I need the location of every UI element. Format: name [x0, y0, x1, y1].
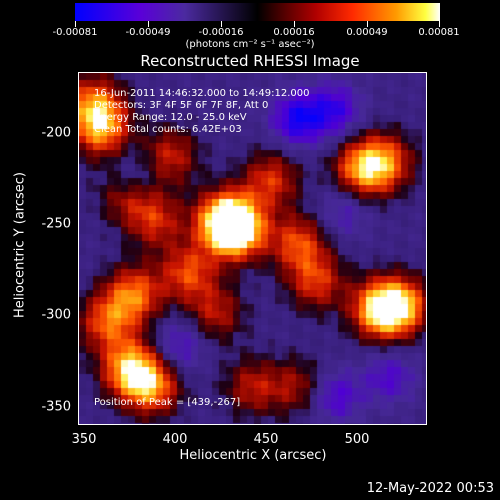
colorbar-tick-label: -0.00081	[52, 27, 98, 38]
x-tick-label: 400	[162, 432, 188, 447]
colorbar-tickmark	[148, 21, 149, 27]
info-clean-counts: Clean Total counts: 6.42E+03	[94, 124, 242, 135]
colorbar-units-label: (photons cm⁻² s⁻¹ asec⁻²)	[185, 39, 315, 50]
y-tick-label: -200	[41, 125, 71, 141]
info-time-range: 16-Jun-2011 14:46:32.000 to 14:49:12.000	[94, 88, 310, 99]
y-tick-label: -350	[41, 399, 71, 415]
colorbar-tick-label: 0.00016	[273, 27, 315, 38]
x-axis-label: Heliocentric X (arcsec)	[179, 448, 327, 463]
colorbar-gradient	[75, 3, 440, 21]
colorbar-tick-label: 0.00049	[346, 27, 388, 38]
colorbar-tickmark	[75, 21, 76, 27]
y-axis-label: Heliocentric Y (arcsec)	[12, 172, 28, 318]
rhessi-image-canvas	[79, 73, 426, 424]
rhessi-image-map	[78, 72, 427, 425]
footer-date: 12-May-2022 00:53	[366, 481, 494, 496]
y-tick-label: -250	[41, 216, 71, 232]
x-tick-label: 500	[344, 432, 370, 447]
colorbar-tickmark	[367, 21, 368, 27]
info-energy-range: Energy Range: 12.0 - 25.0 keV	[94, 112, 247, 123]
info-detectors: Detectors: 3F 4F 5F 6F 7F 8F, Att 0	[94, 100, 269, 111]
peak-position-label: Position of Peak = [439,-267]	[94, 397, 241, 408]
colorbar-tickmark	[439, 21, 440, 27]
colorbar-tickmark	[294, 21, 295, 27]
colorbar-tick-label: -0.00016	[198, 27, 244, 38]
x-tick-label: 350	[71, 432, 97, 447]
colorbar-tick-label: -0.00049	[125, 27, 171, 38]
plot-title: Reconstructed RHESSI Image	[140, 52, 360, 70]
y-tick-label: -300	[41, 307, 71, 323]
colorbar-tickmark	[221, 21, 222, 27]
colorbar-tick-label: 0.00081	[418, 27, 460, 38]
x-tick-label: 450	[253, 432, 279, 447]
